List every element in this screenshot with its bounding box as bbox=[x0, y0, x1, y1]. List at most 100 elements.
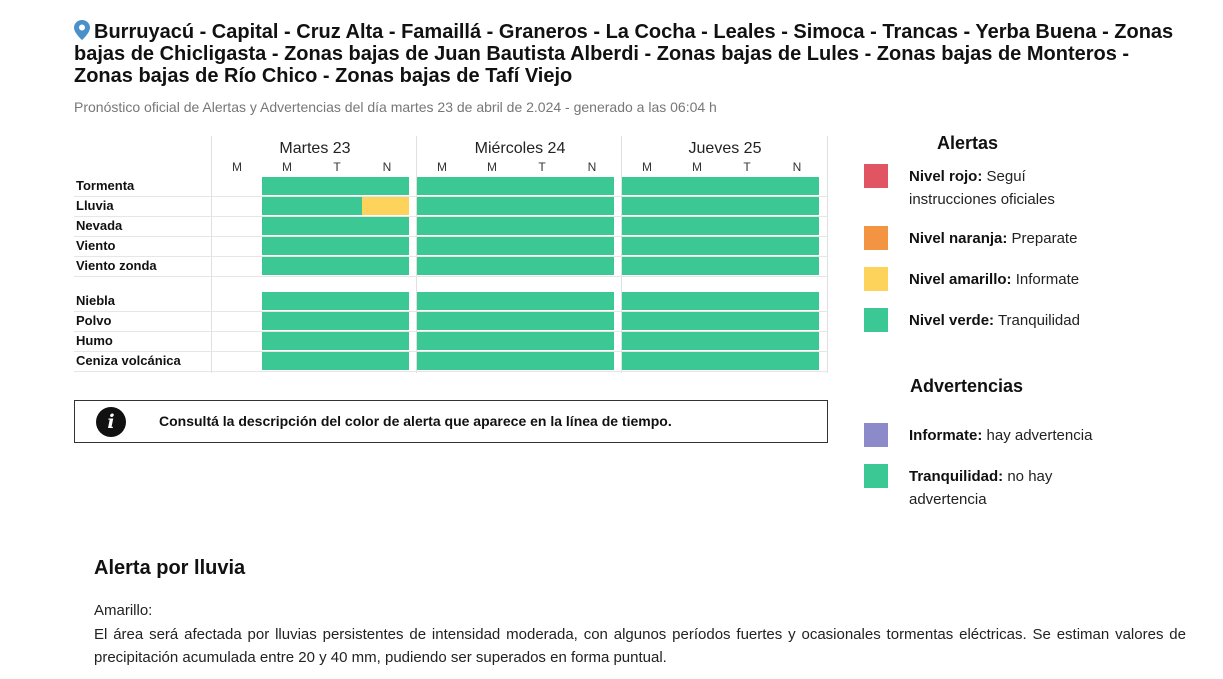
timeline-cell-verde[interactable] bbox=[722, 332, 772, 350]
timeline-cell-verde[interactable] bbox=[417, 312, 467, 330]
timeline-cell-verde[interactable] bbox=[467, 257, 517, 275]
timeline-cell-verde[interactable] bbox=[567, 352, 614, 370]
timeline-cell-verde[interactable] bbox=[567, 257, 614, 275]
timeline-cell-verde[interactable] bbox=[672, 352, 722, 370]
timeline-cell-verde[interactable] bbox=[772, 237, 819, 255]
timeline-cell-verde[interactable] bbox=[672, 237, 722, 255]
timeline-cell-verde[interactable] bbox=[622, 352, 672, 370]
timeline-cell-verde[interactable] bbox=[467, 177, 517, 195]
timeline-cell-verde[interactable] bbox=[517, 237, 567, 255]
timeline-cell-verde[interactable] bbox=[567, 217, 614, 235]
timeline-cell-verde[interactable] bbox=[567, 292, 614, 310]
timeline-cell-verde[interactable] bbox=[362, 257, 409, 275]
timeline-cell-verde[interactable] bbox=[672, 177, 722, 195]
timeline-cell-verde[interactable] bbox=[672, 197, 722, 215]
timeline-cell-verde[interactable] bbox=[772, 292, 819, 310]
timeline-cell-verde[interactable] bbox=[262, 332, 312, 350]
timeline-cell-verde[interactable] bbox=[622, 257, 672, 275]
timeline-cell-verde[interactable] bbox=[312, 237, 362, 255]
timeline-cell-verde[interactable] bbox=[467, 352, 517, 370]
timeline-cell-verde[interactable] bbox=[622, 197, 672, 215]
timeline-cell-verde[interactable] bbox=[312, 292, 362, 310]
timeline-cell-verde[interactable] bbox=[417, 332, 467, 350]
timeline-cell-verde[interactable] bbox=[417, 197, 467, 215]
timeline-cell-verde[interactable] bbox=[312, 217, 362, 235]
timeline-cell-verde[interactable] bbox=[672, 312, 722, 330]
timeline-cell-verde[interactable] bbox=[772, 197, 819, 215]
timeline-cell-verde[interactable] bbox=[622, 332, 672, 350]
timeline-cell-verde[interactable] bbox=[772, 312, 819, 330]
timeline-cell-verde[interactable] bbox=[417, 177, 467, 195]
timeline-cell-verde[interactable] bbox=[772, 177, 819, 195]
timeline-cell-verde[interactable] bbox=[722, 292, 772, 310]
timeline-cell-verde[interactable] bbox=[517, 257, 567, 275]
timeline-cell-amarillo[interactable] bbox=[362, 197, 409, 215]
timeline-cell-verde[interactable] bbox=[262, 352, 312, 370]
timeline-cell-verde[interactable] bbox=[517, 332, 567, 350]
timeline-cell-verde[interactable] bbox=[772, 257, 819, 275]
timeline-cell-verde[interactable] bbox=[517, 352, 567, 370]
timeline-cell-verde[interactable] bbox=[262, 217, 312, 235]
timeline-cell-verde[interactable] bbox=[772, 332, 819, 350]
timeline-cell-verde[interactable] bbox=[622, 237, 672, 255]
timeline-cell-verde[interactable] bbox=[417, 352, 467, 370]
timeline-cell-verde[interactable] bbox=[672, 217, 722, 235]
timeline-cell-verde[interactable] bbox=[622, 292, 672, 310]
timeline-cell-verde[interactable] bbox=[672, 292, 722, 310]
timeline-cell-verde[interactable] bbox=[567, 332, 614, 350]
timeline-cell-verde[interactable] bbox=[517, 292, 567, 310]
timeline-cell-verde[interactable] bbox=[362, 177, 409, 195]
timeline-cell-verde[interactable] bbox=[362, 292, 409, 310]
timeline-cell-verde[interactable] bbox=[772, 352, 819, 370]
timeline-cell-verde[interactable] bbox=[722, 197, 772, 215]
timeline-cell-verde[interactable] bbox=[722, 217, 772, 235]
timeline-cell-verde[interactable] bbox=[362, 332, 409, 350]
timeline-cell-verde[interactable] bbox=[772, 217, 819, 235]
timeline-cell-verde[interactable] bbox=[362, 312, 409, 330]
timeline-cell-verde[interactable] bbox=[312, 312, 362, 330]
timeline-cell-verde[interactable] bbox=[417, 257, 467, 275]
timeline-cell-verde[interactable] bbox=[312, 257, 362, 275]
timeline-cell-verde[interactable] bbox=[262, 197, 312, 215]
timeline-cell-verde[interactable] bbox=[467, 237, 517, 255]
timeline-cell-verde[interactable] bbox=[517, 197, 567, 215]
alert-legend-text: Nivel rojo: Seguí instrucciones oficiale… bbox=[909, 165, 1109, 211]
timeline-cell-verde[interactable] bbox=[467, 312, 517, 330]
timeline-cell-verde[interactable] bbox=[262, 257, 312, 275]
timeline-cell-verde[interactable] bbox=[312, 332, 362, 350]
timeline-cell-verde[interactable] bbox=[362, 352, 409, 370]
timeline-cell-verde[interactable] bbox=[722, 177, 772, 195]
timeline-cell-verde[interactable] bbox=[722, 237, 772, 255]
timeline-cell-verde[interactable] bbox=[517, 217, 567, 235]
timeline-cell-verde[interactable] bbox=[262, 292, 312, 310]
timeline-cell-verde[interactable] bbox=[312, 352, 362, 370]
timeline-cell-verde[interactable] bbox=[467, 292, 517, 310]
timeline-cell-verde[interactable] bbox=[517, 312, 567, 330]
timeline-cell-verde[interactable] bbox=[567, 237, 614, 255]
timeline-cell-verde[interactable] bbox=[567, 177, 614, 195]
timeline-cell-verde[interactable] bbox=[722, 312, 772, 330]
timeline-cell-verde[interactable] bbox=[672, 257, 722, 275]
timeline-cell-verde[interactable] bbox=[417, 217, 467, 235]
timeline-cell-verde[interactable] bbox=[467, 332, 517, 350]
timeline-cell-verde[interactable] bbox=[417, 237, 467, 255]
timeline-cell-verde[interactable] bbox=[622, 177, 672, 195]
timeline-cell-verde[interactable] bbox=[722, 257, 772, 275]
timeline-cell-verde[interactable] bbox=[722, 352, 772, 370]
timeline-cell-verde[interactable] bbox=[567, 312, 614, 330]
timeline-cell-verde[interactable] bbox=[417, 292, 467, 310]
timeline-cell-verde[interactable] bbox=[622, 217, 672, 235]
timeline-cell-verde[interactable] bbox=[312, 177, 362, 195]
timeline-cell-verde[interactable] bbox=[362, 237, 409, 255]
timeline-cell-verde[interactable] bbox=[262, 177, 312, 195]
timeline-cell-verde[interactable] bbox=[567, 197, 614, 215]
timeline-cell-verde[interactable] bbox=[362, 217, 409, 235]
timeline-cell-verde[interactable] bbox=[672, 332, 722, 350]
timeline-cell-verde[interactable] bbox=[312, 197, 362, 215]
timeline-cell-verde[interactable] bbox=[262, 312, 312, 330]
timeline-cell-verde[interactable] bbox=[622, 312, 672, 330]
timeline-cell-verde[interactable] bbox=[262, 237, 312, 255]
timeline-cell-verde[interactable] bbox=[517, 177, 567, 195]
timeline-cell-verde[interactable] bbox=[467, 217, 517, 235]
timeline-cell-verde[interactable] bbox=[467, 197, 517, 215]
